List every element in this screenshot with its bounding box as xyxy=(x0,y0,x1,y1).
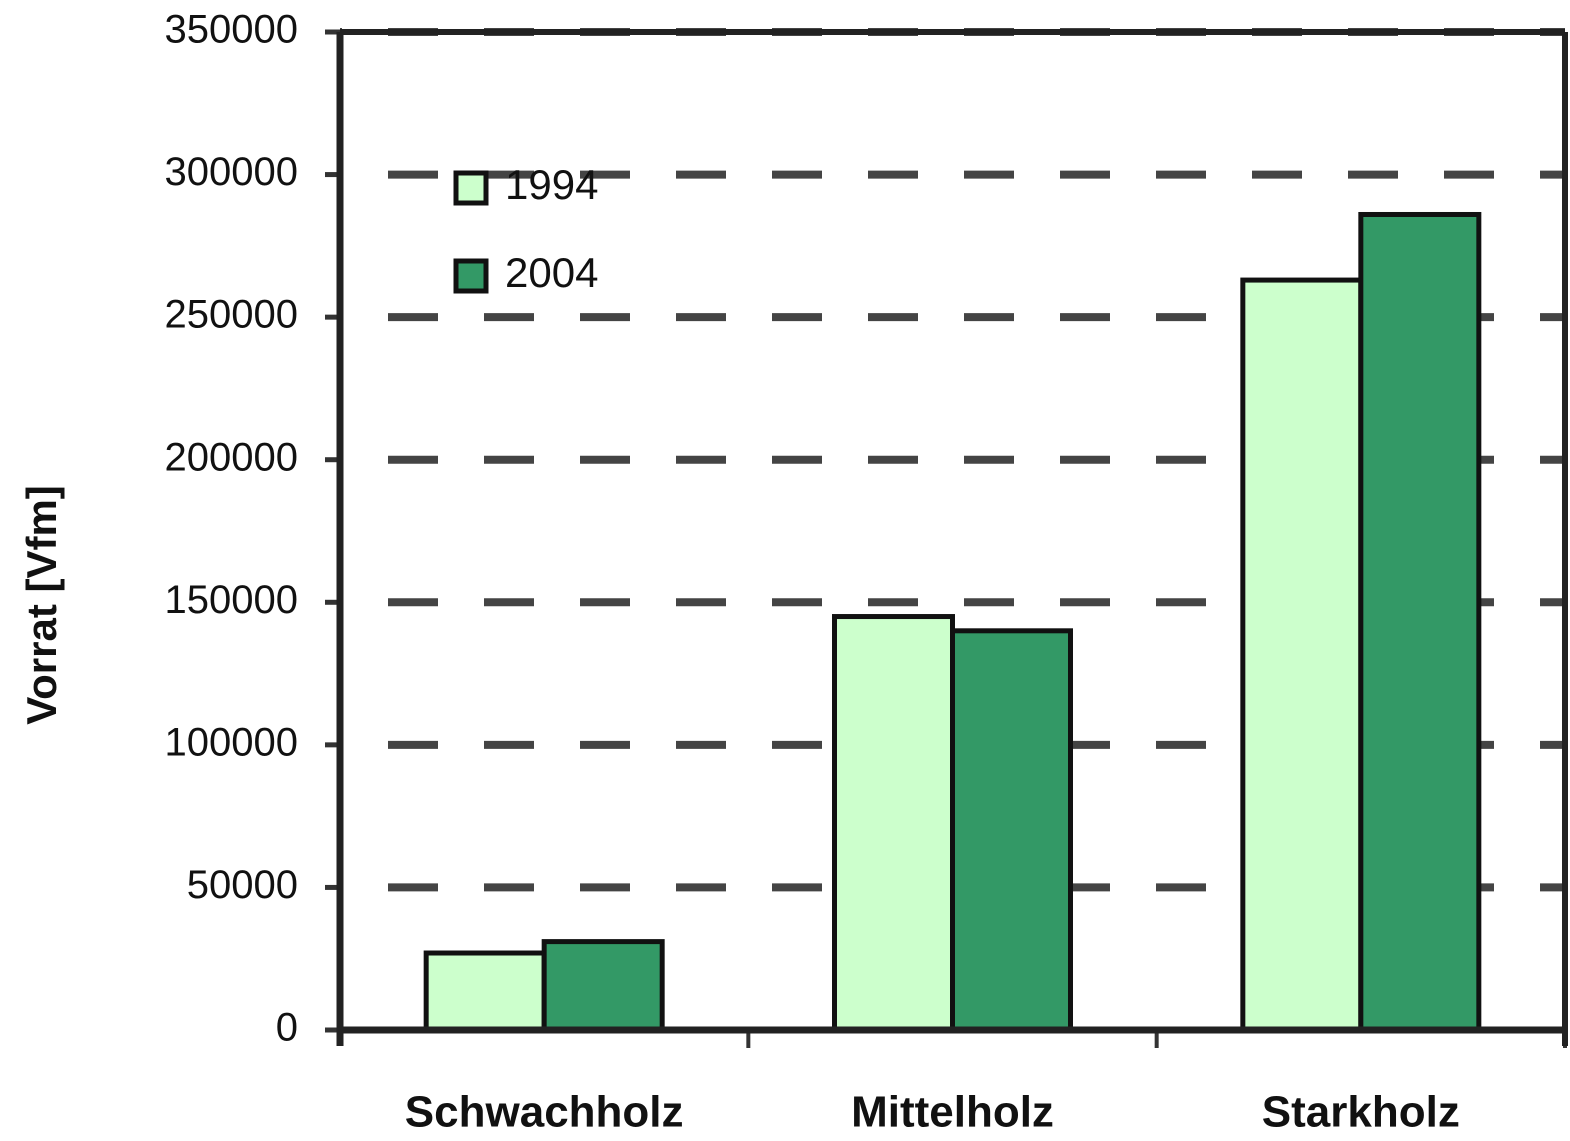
x-tick-label: Schwachholz xyxy=(405,1088,684,1137)
y-tick-label: 250000 xyxy=(165,293,298,337)
y-axis-label: Vorrat [Vfm] xyxy=(18,485,65,725)
legend-label: 1994 xyxy=(505,161,598,208)
y-tick-label: 100000 xyxy=(165,720,298,764)
bar xyxy=(1240,277,1364,1033)
y-tick-label: 50000 xyxy=(187,863,298,907)
y-tick-label: 200000 xyxy=(165,435,298,479)
bar xyxy=(832,614,955,1033)
legend-swatch xyxy=(453,258,489,294)
bar xyxy=(950,628,1073,1033)
bar xyxy=(1358,211,1482,1033)
legend-label: 2004 xyxy=(505,249,598,296)
y-tick-label: 350000 xyxy=(165,8,298,52)
y-tick-label: 300000 xyxy=(165,150,298,194)
x-tick-label: Starkholz xyxy=(1262,1088,1460,1137)
bar xyxy=(541,939,665,1033)
bar xyxy=(423,950,547,1033)
legend-swatch xyxy=(453,170,489,206)
y-tick-label: 0 xyxy=(276,1006,298,1050)
y-tick-label: 150000 xyxy=(165,578,298,622)
x-tick-label: Mittelholz xyxy=(851,1088,1054,1137)
